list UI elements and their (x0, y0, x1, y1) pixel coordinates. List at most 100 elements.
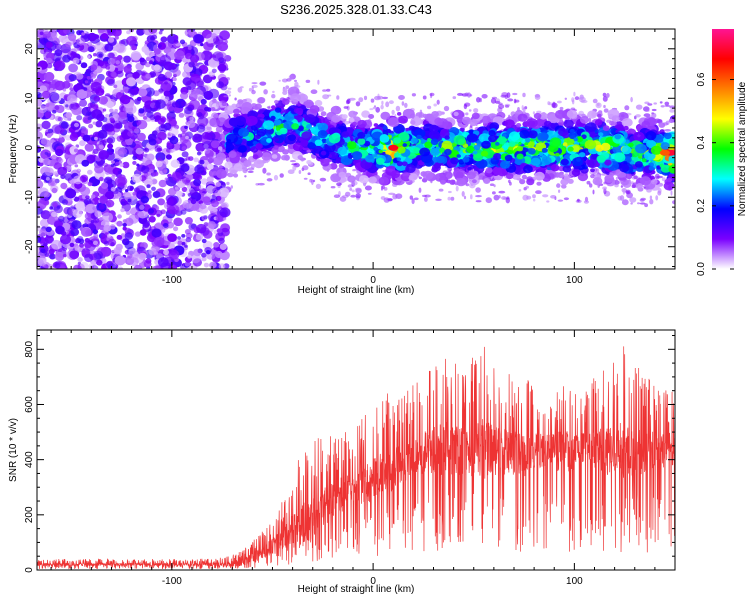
heatmap-cell (120, 95, 131, 105)
heatmap-cell (106, 100, 115, 109)
heatmap-cell (141, 45, 149, 53)
heatmap-cell (104, 43, 114, 52)
heatmap-cell (138, 252, 147, 260)
heatmap-cell (180, 163, 190, 172)
heatmap-cell (355, 187, 362, 191)
heatmap-cell (89, 177, 96, 183)
heatmap-cell (646, 139, 657, 149)
heatmap-cell (168, 204, 180, 215)
heatmap-cell (136, 29, 145, 36)
heatmap-cell (136, 132, 146, 142)
heatmap-cell (157, 42, 166, 50)
heatmap-cell (124, 232, 133, 240)
heatmap-cell (602, 96, 608, 102)
heatmap-cell (148, 29, 158, 34)
heatmap-cell (198, 185, 204, 190)
heatmap-cell (501, 196, 507, 200)
heatmap-cell (287, 169, 295, 174)
heatmap-cell (142, 157, 152, 166)
heatmap-cell (209, 261, 217, 269)
heatmap-cell (336, 95, 340, 100)
heatmap-cell (69, 250, 80, 260)
heatmap-cell (151, 186, 156, 191)
heatmap-cell (158, 88, 164, 93)
heatmap-cell (411, 198, 415, 205)
heatmap-cell (592, 189, 595, 195)
heatmap-cell (513, 98, 517, 104)
heatmap-cell (109, 117, 115, 122)
heatmap-cell (53, 162, 62, 170)
heatmap-cell (143, 147, 150, 153)
heatmap-cell (55, 148, 64, 157)
heatmap-cell (45, 102, 56, 112)
heatmap-cell (463, 103, 468, 110)
heatmap-cell (46, 133, 52, 138)
heatmap-cell (395, 105, 401, 112)
heatmap-cell (115, 161, 120, 166)
heatmap-cell (51, 154, 57, 160)
heatmap-cell (542, 194, 549, 198)
heatmap-cell (233, 173, 239, 178)
heatmap-cell (44, 151, 48, 155)
heatmap-cell (37, 91, 42, 100)
heatmap-cell (114, 109, 118, 113)
heatmap-cell (248, 87, 252, 92)
heatmap-cell (123, 55, 131, 63)
heatmap-cell (94, 209, 98, 212)
heatmap-cell (177, 133, 183, 138)
heatmap-cell (142, 221, 150, 228)
heatmap-cell (95, 87, 105, 96)
heatmap-cell (200, 43, 204, 47)
heatmap-cell (157, 117, 165, 125)
heatmap-cell (382, 96, 388, 100)
heatmap-cell (184, 217, 193, 225)
heatmap-cell (107, 57, 116, 65)
heatmap-cell (127, 116, 135, 123)
heatmap-cell (138, 156, 144, 162)
heatmap-cell (166, 142, 171, 146)
heatmap-cell (355, 193, 361, 199)
heatmap-cell (195, 233, 204, 241)
heatmap-cell (424, 197, 428, 202)
heatmap-cell (44, 192, 51, 198)
heatmap-cell (651, 112, 657, 119)
heatmap-cell (184, 29, 193, 37)
heatmap-cell (65, 104, 69, 108)
heatmap-cell (54, 80, 66, 91)
heatmap-cell (210, 140, 220, 149)
heatmap-cell (190, 253, 201, 264)
heatmap-cell (377, 95, 384, 100)
heatmap-cell (216, 168, 227, 179)
heatmap-cell (623, 125, 629, 131)
heatmap-cell (169, 136, 179, 145)
heatmap-cell (96, 259, 103, 266)
heatmap-cell (522, 107, 526, 113)
heatmap-cell (85, 68, 92, 74)
heatmap-cell (227, 87, 232, 90)
heatmap-cell (116, 29, 122, 32)
heatmap-cell (92, 148, 99, 154)
heatmap-cell (203, 262, 209, 268)
heatmap-cell (669, 109, 675, 113)
heatmap-cell (190, 199, 197, 205)
heatmap-cell (329, 163, 338, 170)
heatmap-cell (625, 190, 630, 194)
heatmap-cell (90, 73, 97, 79)
heatmap-cell (493, 184, 496, 188)
heatmap-cell (74, 164, 79, 168)
heatmap-cell (115, 43, 127, 54)
heatmap-cell (102, 108, 107, 112)
heatmap-cell (73, 148, 79, 153)
heatmap-cell (90, 64, 98, 71)
heatmap-cell (69, 242, 75, 248)
heatmap-cell (665, 120, 670, 126)
heatmap-cell (594, 119, 603, 126)
heatmap-cell (203, 41, 214, 51)
heatmap-cell (467, 92, 471, 98)
heatmap-cell (171, 101, 178, 108)
heatmap-cell (177, 240, 183, 246)
heatmap-cell (76, 115, 83, 121)
heatmap-cell (664, 129, 671, 132)
heatmap-cell (463, 195, 467, 200)
